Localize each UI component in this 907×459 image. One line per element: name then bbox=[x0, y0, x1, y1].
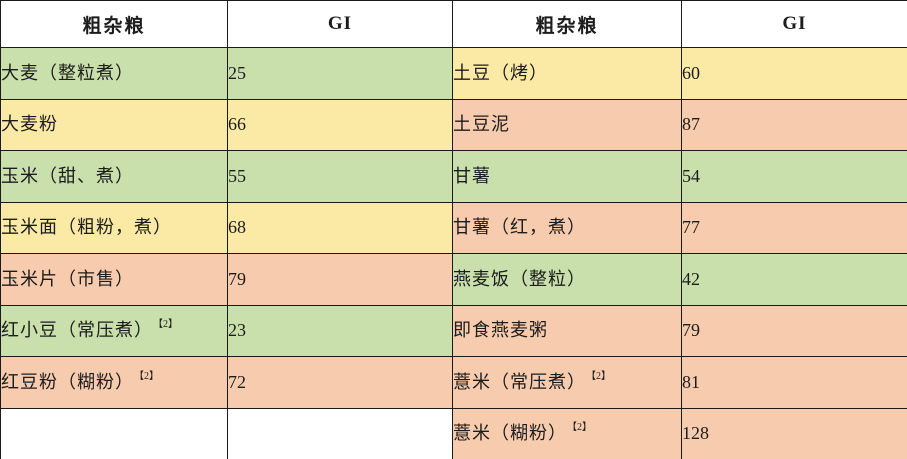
footnote-marker: 【2】 bbox=[572, 422, 592, 434]
gi-value-cell-left: 25 bbox=[227, 47, 453, 100]
food-name-text: 燕麦饭（整粒） bbox=[453, 268, 586, 289]
food-name-cell-right: 甘薯 bbox=[452, 150, 682, 203]
gi-value-text: 79 bbox=[682, 320, 700, 341]
table-row: 红小豆（常压煮） 【2】 23 即食燕麦粥 79 bbox=[0, 304, 907, 357]
column-header-gi-left: GI bbox=[227, 0, 453, 48]
food-name-cell-right: 薏米（糊粉） 【2】 bbox=[452, 407, 682, 459]
gi-value-text: 55 bbox=[228, 165, 246, 186]
food-name-text: 玉米（甜、煮） bbox=[1, 165, 134, 186]
food-name-text: 即食燕麦粥 bbox=[453, 320, 548, 341]
food-name-text: 玉米面（粗粉，煮） bbox=[1, 217, 172, 238]
column-header-food-left: 粗杂粮 bbox=[0, 0, 228, 48]
food-name-text: 大麦粉 bbox=[1, 114, 58, 135]
column-header-gi-right: GI bbox=[681, 0, 907, 48]
food-name-text: 甘薯 bbox=[453, 165, 491, 186]
food-name-text: 土豆（烤） bbox=[453, 62, 548, 83]
table-row: 薏米（糊粉） 【2】 128 bbox=[0, 407, 907, 459]
footnote-marker: 【2】 bbox=[591, 370, 611, 382]
food-name-cell-left: 玉米（甜、煮） bbox=[0, 150, 228, 203]
gi-value-text: 81 bbox=[682, 371, 700, 392]
gi-value-cell-left: 23 bbox=[227, 304, 453, 357]
gi-value-text: 25 bbox=[228, 62, 246, 83]
food-name-cell-left: 玉米面（粗粉，煮） bbox=[0, 201, 228, 254]
gi-value-cell-left bbox=[227, 407, 453, 459]
food-name-cell-right: 甘薯（红，煮） bbox=[452, 201, 682, 254]
food-name-text: 红豆粉（糊粉） bbox=[1, 371, 134, 392]
table-body: 大麦（整粒煮） 25 土豆（烤） 60 大麦粉 66 土豆泥 87 玉米（甜、煮） 55 甘薯 54 玉… bbox=[0, 47, 907, 459]
food-name-cell-left: 大麦粉 bbox=[0, 98, 228, 151]
gi-value-text: 72 bbox=[228, 371, 246, 392]
food-name-text: 大麦（整粒煮） bbox=[1, 62, 134, 83]
food-name-text: 薏米（糊粉） bbox=[453, 423, 567, 444]
gi-value-text: 66 bbox=[228, 114, 246, 135]
gi-value-text: 23 bbox=[228, 320, 246, 341]
table-row: 红豆粉（糊粉） 【2】 72 薏米（常压煮） 【2】 81 bbox=[0, 356, 907, 409]
table-row: 大麦（整粒煮） 25 土豆（烤） 60 bbox=[0, 47, 907, 100]
gi-value-cell-right: 60 bbox=[681, 47, 907, 100]
food-name-cell-left: 玉米片（市售） bbox=[0, 253, 228, 306]
food-name-cell-right: 土豆泥 bbox=[452, 98, 682, 151]
food-name-cell-right: 土豆（烤） bbox=[452, 47, 682, 100]
food-name-cell-left: 大麦（整粒煮） bbox=[0, 47, 228, 100]
table-row: 玉米片（市售） 79 燕麦饭（整粒） 42 bbox=[0, 253, 907, 306]
food-name-cell-right: 薏米（常压煮） 【2】 bbox=[452, 356, 682, 409]
gi-value-text: 68 bbox=[228, 217, 246, 238]
table-row: 玉米面（粗粉，煮） 68 甘薯（红，煮） 77 bbox=[0, 201, 907, 254]
column-header-food-right: 粗杂粮 bbox=[452, 0, 682, 48]
gi-value-text: 128 bbox=[682, 423, 709, 444]
gi-value-text: 60 bbox=[682, 62, 700, 83]
gi-value-cell-right: 77 bbox=[681, 201, 907, 254]
gi-value-cell-left: 55 bbox=[227, 150, 453, 203]
gi-value-cell-left: 79 bbox=[227, 253, 453, 306]
food-name-cell-left bbox=[0, 407, 228, 459]
gi-value-cell-right: 128 bbox=[681, 407, 907, 459]
gi-value-cell-right: 42 bbox=[681, 253, 907, 306]
gi-value-cell-right: 87 bbox=[681, 98, 907, 151]
food-name-text: 薏米（常压煮） bbox=[453, 371, 586, 392]
food-name-text: 红小豆（常压煮） bbox=[1, 320, 153, 341]
footnote-marker: 【2】 bbox=[158, 319, 178, 331]
gi-value-cell-left: 72 bbox=[227, 356, 453, 409]
food-name-cell-right: 即食燕麦粥 bbox=[452, 304, 682, 357]
gi-value-cell-right: 79 bbox=[681, 304, 907, 357]
gi-value-cell-left: 66 bbox=[227, 98, 453, 151]
food-name-cell-left: 红小豆（常压煮） 【2】 bbox=[0, 304, 228, 357]
gi-value-text: 42 bbox=[682, 268, 700, 289]
gi-value-text: 87 bbox=[682, 114, 700, 135]
food-name-text: 玉米片（市售） bbox=[1, 268, 134, 289]
table-header: 粗杂粮 GI 粗杂粮 GI bbox=[0, 0, 907, 48]
gi-value-text: 54 bbox=[682, 165, 700, 186]
header-row: 粗杂粮 GI 粗杂粮 GI bbox=[0, 0, 907, 48]
gi-value-text: 79 bbox=[228, 268, 246, 289]
gi-value-cell-right: 81 bbox=[681, 356, 907, 409]
food-name-cell-left: 红豆粉（糊粉） 【2】 bbox=[0, 356, 228, 409]
food-name-text: 土豆泥 bbox=[453, 114, 510, 135]
gi-value-text: 77 bbox=[682, 217, 700, 238]
food-name-text: 甘薯（红，煮） bbox=[453, 217, 586, 238]
table-row: 大麦粉 66 土豆泥 87 bbox=[0, 98, 907, 151]
food-name-cell-right: 燕麦饭（整粒） bbox=[452, 253, 682, 306]
gi-value-cell-left: 68 bbox=[227, 201, 453, 254]
footnote-marker: 【2】 bbox=[139, 370, 159, 382]
gi-value-cell-right: 54 bbox=[681, 150, 907, 203]
table-row: 玉米（甜、煮） 55 甘薯 54 bbox=[0, 150, 907, 203]
